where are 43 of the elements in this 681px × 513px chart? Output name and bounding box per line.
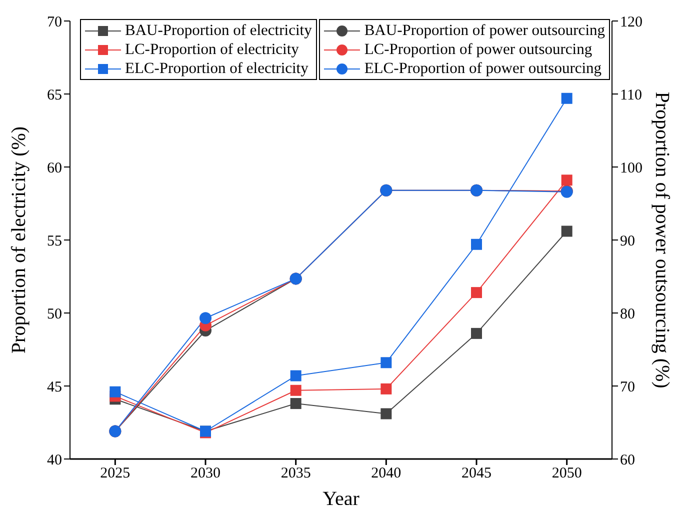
point	[380, 357, 392, 368]
point	[290, 370, 302, 382]
point	[561, 226, 572, 237]
x-tick-label: 2025	[100, 466, 130, 482]
x-tick-label: 2035	[280, 466, 311, 482]
point	[200, 312, 212, 324]
point	[290, 398, 302, 410]
legend-label: ELC-Proportion of electricity	[125, 59, 308, 78]
y2-tick-label: 60	[620, 452, 635, 468]
x-tick-label: 2045	[462, 466, 492, 482]
point	[561, 174, 572, 186]
y-tick-label: 65	[47, 87, 62, 104]
y2-tick-label: 70	[620, 379, 635, 396]
y2-tick-label: 100	[620, 160, 642, 176]
legend-label: BAU-Proportion of electricity	[125, 21, 312, 40]
legend-label: ELC-Proportion of power outsourcing	[364, 59, 602, 78]
point	[290, 384, 302, 396]
point	[471, 238, 482, 250]
y-axis-title: Proportion of electricity (%)	[8, 126, 30, 354]
point	[561, 92, 572, 104]
y-tick-label: 60	[47, 160, 62, 176]
y-tick-label: 50	[47, 306, 62, 322]
point	[380, 383, 392, 394]
x-tick-label: 2050	[552, 466, 582, 482]
x-tick-label: 2030	[190, 466, 220, 482]
point	[471, 287, 482, 298]
y2-tick-label: 110	[620, 87, 642, 104]
y-tick-label: 45	[47, 379, 62, 396]
y2-tick-label: 80	[620, 306, 635, 322]
point	[380, 408, 392, 420]
y2-tick-label: 90	[620, 233, 635, 250]
point	[110, 386, 121, 398]
y-tick-label: 55	[47, 233, 62, 250]
point	[471, 328, 482, 339]
legend-label: BAU-Proportion of power outsourcing	[364, 21, 605, 40]
legend-label: LC-Proportion of electricity	[125, 40, 299, 59]
y2-tick-label: 120	[620, 14, 642, 30]
x-tick-label: 2040	[371, 466, 402, 482]
y2-axis-title: Proportion of power outsourcing (%)	[651, 92, 673, 388]
legend-label: LC-Proportion of power outsourcing	[364, 40, 592, 59]
y-tick-label: 70	[47, 14, 62, 30]
x-axis-title: Year	[322, 488, 360, 510]
y-tick-label: 40	[47, 452, 62, 468]
